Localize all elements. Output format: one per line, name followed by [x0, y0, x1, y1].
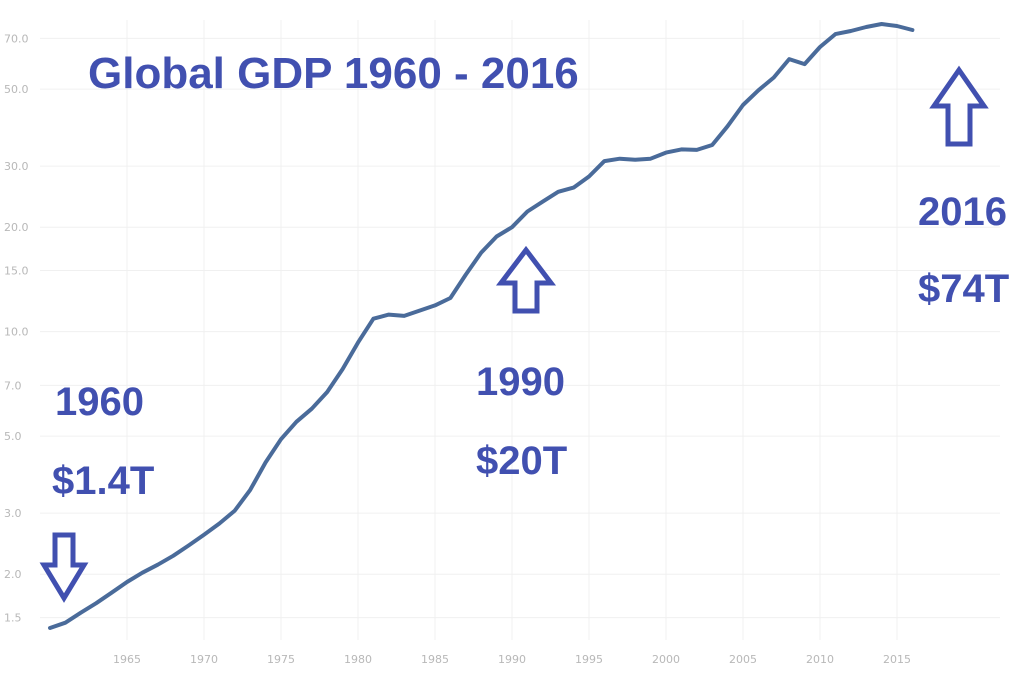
y-tick-label: 10.0 — [4, 326, 29, 339]
x-tick-label: 1970 — [190, 653, 218, 666]
x-tick-label: 2005 — [729, 653, 757, 666]
x-tick-label: 1990 — [498, 653, 526, 666]
y-axis-tick-labels: 1.5 2.0 3.0 5.0 7.0 10.0 15.0 20.0 30.0 50.0 70.0 — [4, 32, 29, 624]
annotation-1960-value: $1.4T — [52, 459, 154, 503]
y-tick-label: 50.0 — [4, 83, 29, 96]
y-tick-label: 2.0 — [4, 568, 22, 581]
y-tick-label: 15.0 — [4, 265, 29, 278]
grid — [40, 20, 1000, 640]
y-tick-label: 70.0 — [4, 32, 29, 45]
gdp-series-line — [48, 22, 915, 630]
y-tick-label: 5.0 — [4, 430, 22, 443]
annotation-1990-year: 1990 — [476, 360, 565, 404]
arrow-down-icon — [39, 532, 89, 603]
arrow-up-icon — [929, 65, 989, 147]
x-tick-label: 2000 — [652, 653, 680, 666]
x-tick-label: 1980 — [344, 653, 372, 666]
x-tick-label: 1985 — [421, 653, 449, 666]
annotation-1960-year: 1960 — [55, 380, 144, 424]
arrow-up-icon — [495, 245, 557, 314]
y-tick-label: 1.5 — [4, 612, 22, 625]
y-tick-label: 7.0 — [4, 379, 22, 392]
annotation-2016-value: $74T — [918, 267, 1009, 311]
y-tick-label: 30.0 — [4, 160, 29, 173]
annotation-2016-year: 2016 — [918, 190, 1007, 234]
chart-title: Global GDP 1960 - 2016 — [88, 49, 579, 98]
y-tick-label: 20.0 — [4, 221, 29, 234]
x-tick-label: 2010 — [806, 653, 834, 666]
x-tick-label: 1975 — [267, 653, 295, 666]
x-axis-tick-labels: 1965 1970 1975 1980 1985 1990 1995 2000 2005 2010… — [113, 653, 911, 666]
x-tick-label: 2015 — [883, 653, 911, 666]
x-tick-label: 1965 — [113, 653, 141, 666]
x-tick-label: 1995 — [575, 653, 603, 666]
annotation-1990-value: $20T — [476, 439, 567, 483]
y-tick-label: 3.0 — [4, 507, 22, 520]
